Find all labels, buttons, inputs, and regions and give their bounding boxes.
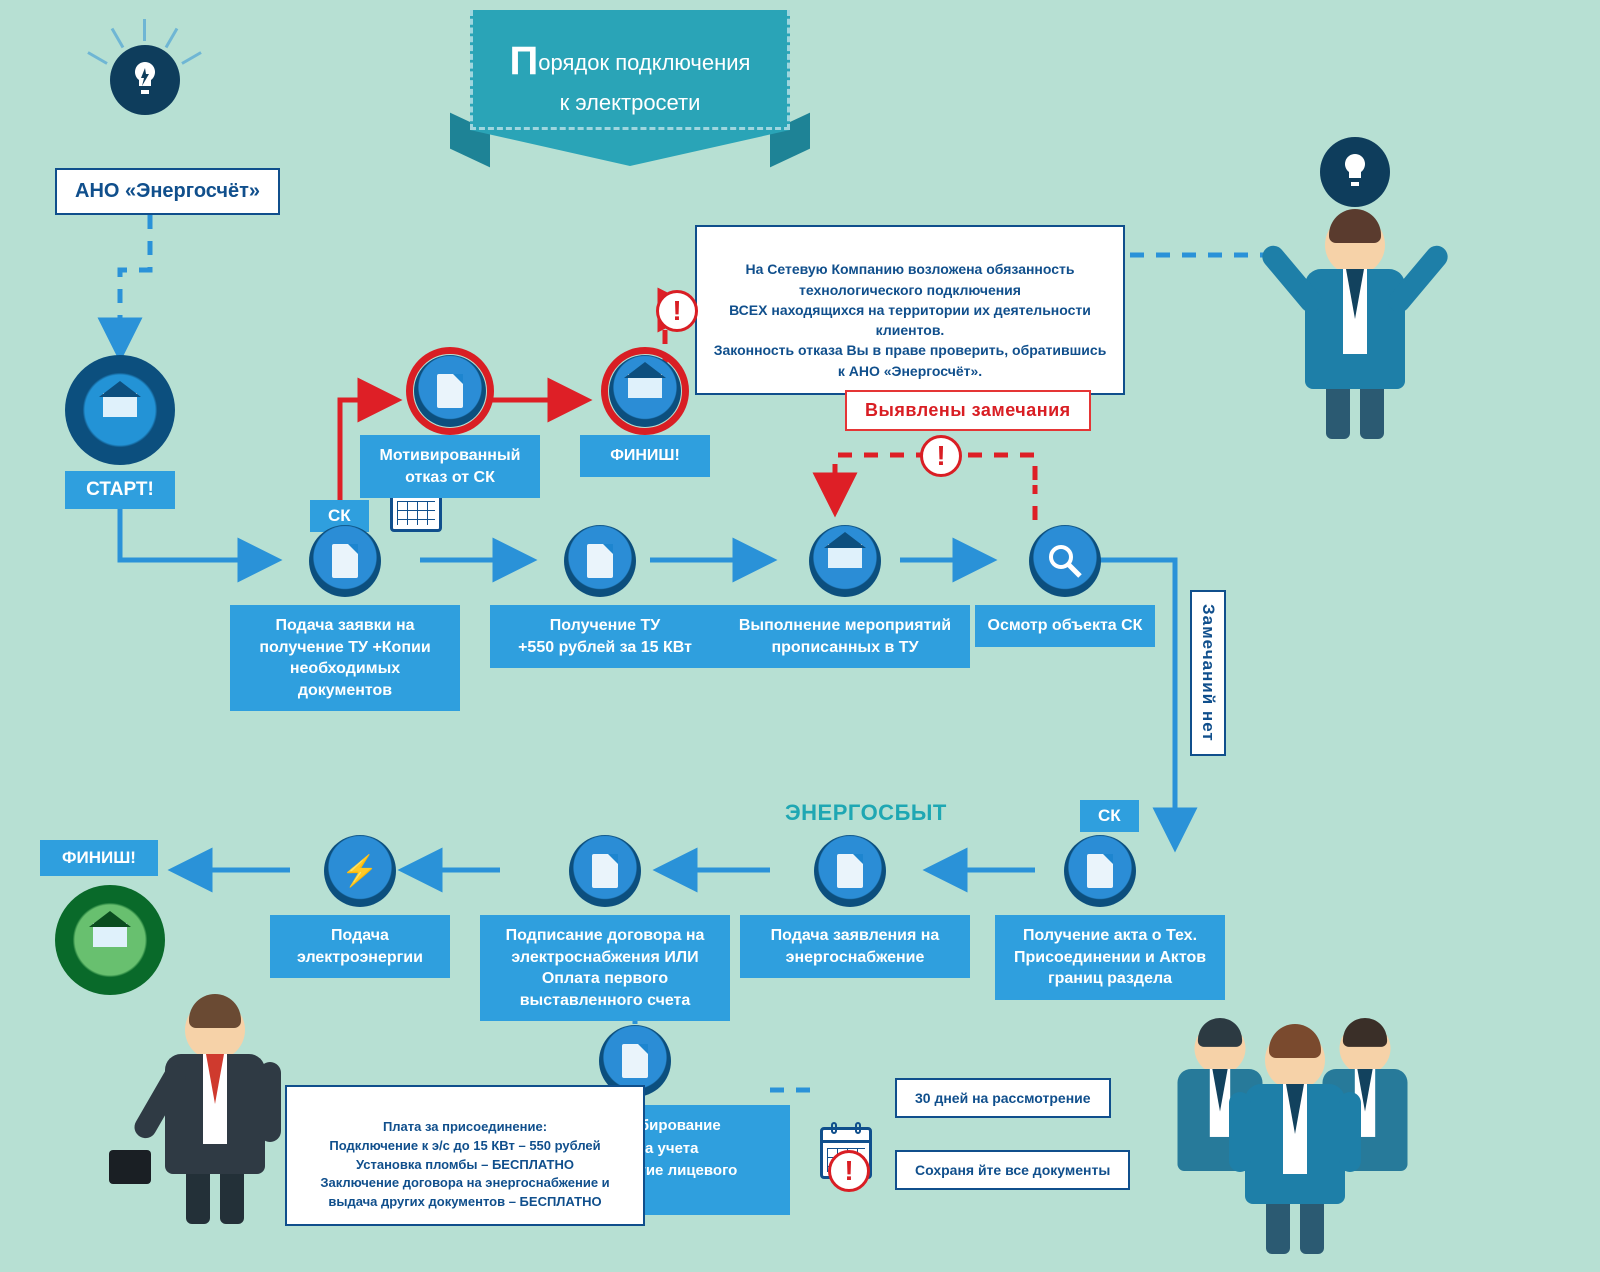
step-sign-contract: Подписание договора на электроснабжения … bbox=[480, 835, 730, 1021]
start-label: СТАРТ! bbox=[65, 471, 175, 509]
exclamation-icon-2: ! bbox=[920, 435, 962, 477]
step-inspection: Осмотр объекта СК bbox=[975, 525, 1155, 647]
step-apply-supply-label: Подача заявления на энергоснабжение bbox=[740, 915, 970, 978]
step-power-on-label: Подача электроэнергии bbox=[270, 915, 450, 978]
step-inspection-label: Осмотр объекта СК bbox=[975, 605, 1155, 647]
info-top-text: На Сетевую Компанию возложена обязанност… bbox=[714, 261, 1107, 378]
exclamation-icon-3: ! bbox=[828, 1150, 870, 1192]
step-apply-tu-label: Подача заявки на получение ТУ +Копии нео… bbox=[230, 605, 460, 711]
sk-tag-2: СК bbox=[1080, 800, 1139, 832]
step-execute-tu-label: Выполнение мероприятий прописанных в ТУ bbox=[720, 605, 970, 668]
finish-top-icon bbox=[609, 355, 681, 427]
step-get-act: Получение акта о Тех. Присоединении и Ак… bbox=[995, 835, 1205, 1000]
person-group-front bbox=[1230, 1030, 1360, 1254]
refusal-icon bbox=[414, 355, 486, 427]
execute-tu-icon bbox=[809, 525, 881, 597]
power-on-icon: ⚡ bbox=[324, 835, 396, 907]
bulb-badge-left bbox=[110, 45, 180, 115]
start-node: СТАРТ! bbox=[65, 355, 175, 509]
step-get-act-label: Получение акта о Тех. Присоединении и Ак… bbox=[995, 915, 1225, 1000]
info-box-bottom: Плата за присоединение: Подключение к э/… bbox=[285, 1085, 645, 1226]
step-execute-tu: Выполнение мероприятий прописанных в ТУ bbox=[720, 525, 970, 668]
finish-top-label: ФИНИШ! bbox=[580, 435, 710, 477]
person-happy bbox=[1275, 215, 1435, 439]
step-receive-tu: Получение ТУ +550 рублей за 15 КВт bbox=[490, 525, 710, 668]
person-briefcase bbox=[135, 1000, 295, 1224]
step-apply-tu: Подача заявки на получение ТУ +Копии нео… bbox=[230, 525, 460, 711]
finish-node-top: ФИНИШ! bbox=[580, 355, 710, 477]
exclamation-icon: ! bbox=[656, 290, 698, 332]
step-power-on: ⚡ Подача электроэнергии bbox=[270, 835, 450, 978]
finish-bottom-label: ФИНИШ! bbox=[40, 840, 158, 876]
note-keep-docs: Сохраня йте все документы bbox=[895, 1150, 1130, 1190]
step-receive-tu-label: Получение ТУ +550 рублей за 15 КВт bbox=[490, 605, 720, 668]
get-act-icon bbox=[1064, 835, 1136, 907]
info-bottom-text: Плата за присоединение: Подключение к э/… bbox=[320, 1119, 609, 1209]
note-30days: 30 дней на рассмотрение bbox=[895, 1078, 1111, 1118]
finish-bottom-icon bbox=[55, 885, 165, 995]
step-apply-supply: Подача заявления на энергоснабжение bbox=[740, 835, 960, 978]
lightbulb-icon-2 bbox=[1320, 137, 1390, 207]
title-line1-prefix: П bbox=[510, 39, 539, 83]
remarks-found-tag: Выявлены замечания bbox=[845, 390, 1091, 431]
no-remarks-label: Замечаний нет bbox=[1190, 590, 1226, 756]
title-banner: Порядок подключения к электросети bbox=[470, 10, 790, 130]
step-refusal-label: Мотивированный отказ от СК bbox=[360, 435, 540, 498]
banner-tail bbox=[470, 130, 790, 166]
title-line1-rest: орядок подключения bbox=[538, 50, 750, 75]
org-box: АНО «Энергосчёт» bbox=[55, 168, 280, 215]
apply-supply-icon bbox=[814, 835, 886, 907]
receive-tu-icon bbox=[564, 525, 636, 597]
info-box-top: На Сетевую Компанию возложена обязанност… bbox=[695, 225, 1125, 395]
inspection-icon bbox=[1029, 525, 1101, 597]
lightbulb-icon bbox=[110, 45, 180, 115]
step-sign-contract-label: Подписание договора на электроснабжения … bbox=[480, 915, 730, 1021]
org-label: АНО «Энергосчёт» bbox=[75, 180, 260, 202]
title-line2: к электросети bbox=[560, 90, 701, 115]
energosbyt-label: ЭНЕРГОСБЫТ bbox=[785, 800, 947, 826]
apply-icon bbox=[309, 525, 381, 597]
start-icon bbox=[65, 355, 175, 465]
sign-contract-icon bbox=[569, 835, 641, 907]
step-refusal: Мотивированный отказ от СК bbox=[360, 355, 540, 498]
